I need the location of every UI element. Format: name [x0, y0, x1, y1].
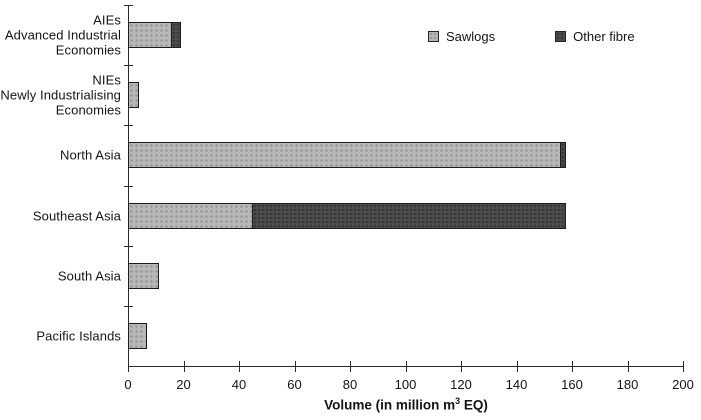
- x-tick-label: 120: [450, 377, 472, 392]
- bar-segment-sawlogs-pacific-islands: [128, 322, 148, 349]
- x-axis-tick: [405, 361, 407, 372]
- y-axis-tick: [124, 185, 133, 187]
- bar-segment-sawlogs-nies-newly-industrialising-economies: [128, 82, 140, 109]
- x-axis-tick: [627, 361, 629, 372]
- x-tick-label: 200: [672, 377, 694, 392]
- category-label-nies-newly-industrialising-economies: NIEs Newly Industrialising Economies: [0, 72, 121, 118]
- category-label-aies-advanced-industrial-economies: AIEs Advanced Industrial Economies: [4, 12, 121, 58]
- bar-segment-sawlogs-aies-advanced-industrial-economies: [128, 22, 173, 49]
- x-tick-label: 20: [176, 377, 191, 392]
- x-axis-tick: [683, 361, 684, 372]
- y-axis-tick: [124, 5, 133, 6]
- y-axis-tick: [124, 125, 133, 127]
- x-axis-tick: [239, 361, 240, 372]
- category-label-pacific-islands: Pacific Islands: [36, 328, 121, 344]
- category-label-south-asia: South Asia: [57, 268, 121, 284]
- x-tick-label: 0: [124, 377, 132, 392]
- bar-segment-sawlogs-north-asia: [128, 142, 561, 169]
- x-tick-label: 180: [616, 377, 639, 392]
- y-axis-tick: [124, 65, 133, 67]
- legend: Sawlogs Other fibre: [428, 29, 635, 44]
- x-axis-title-superscript: 3: [455, 396, 461, 406]
- bar-segment-other-fibre-north-asia: [560, 142, 567, 169]
- category-label-north-asia: North Asia: [60, 147, 121, 163]
- x-tick-label: 100: [394, 377, 417, 392]
- legend-item-sawlogs: Sawlogs: [428, 29, 495, 44]
- bar-segment-sawlogs-south-asia: [128, 262, 159, 289]
- x-axis-tick: [128, 361, 129, 372]
- bar-segment-sawlogs-southeast-asia: [128, 202, 253, 229]
- other-fibre-swatch-icon: [555, 31, 567, 42]
- x-tick-label: 80: [342, 377, 358, 392]
- category-label-southeast-asia: Southeast Asia: [32, 208, 121, 224]
- y-axis-tick: [124, 245, 133, 247]
- x-axis-tick: [572, 361, 573, 372]
- x-tick-label: 140: [505, 377, 528, 392]
- legend-label-other-fibre: Other fibre: [573, 29, 635, 44]
- legend-label-sawlogs: Sawlogs: [446, 29, 496, 44]
- x-axis-tick: [516, 361, 518, 372]
- x-tick-label: 40: [231, 377, 247, 392]
- x-axis-tick: [183, 361, 185, 372]
- x-axis-tick: [294, 361, 296, 372]
- bar-segment-other-fibre-southeast-asia: [252, 202, 567, 229]
- x-axis-title-suffix: EQ): [460, 397, 488, 413]
- x-tick-label: 160: [561, 377, 583, 392]
- x-axis-title-prefix: Volume (in million m: [324, 397, 456, 413]
- x-tick-label: 60: [287, 377, 302, 392]
- bar-segment-other-fibre-aies-advanced-industrial-economies: [172, 22, 181, 49]
- y-axis-tick: [124, 305, 133, 307]
- x-axis-tick: [350, 361, 351, 372]
- legend-item-other-fibre: Other fibre: [555, 29, 635, 44]
- x-axis-title: Volume (in million m3 EQ): [324, 396, 488, 413]
- x-axis-tick: [461, 361, 462, 372]
- sawlogs-swatch-icon: [428, 31, 439, 42]
